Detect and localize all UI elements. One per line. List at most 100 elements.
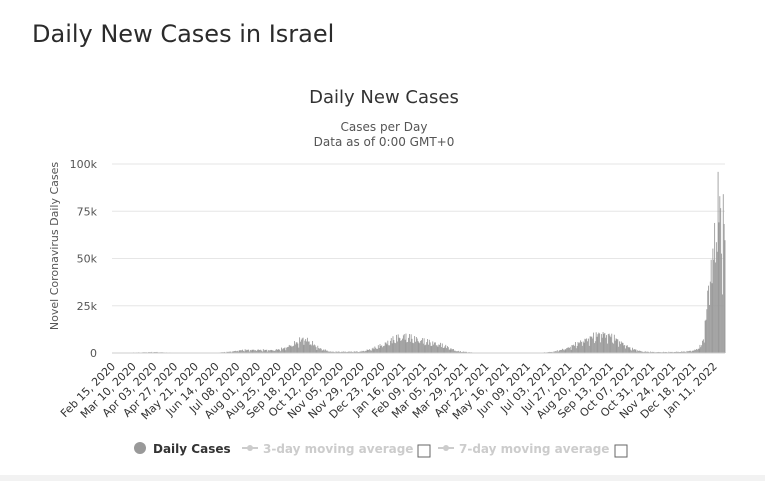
- daily-case-bar[interactable]: [368, 349, 370, 353]
- daily-case-bar[interactable]: [396, 334, 397, 353]
- daily-case-bar[interactable]: [242, 349, 243, 353]
- daily-case-bar[interactable]: [619, 344, 621, 353]
- daily-case-bar[interactable]: [254, 350, 256, 353]
- daily-case-bar[interactable]: [562, 348, 563, 353]
- daily-case-bar[interactable]: [691, 350, 693, 353]
- daily-case-bar[interactable]: [676, 351, 678, 353]
- daily-case-bar[interactable]: [417, 341, 419, 353]
- daily-case-bar[interactable]: [415, 336, 417, 353]
- daily-case-bar[interactable]: [719, 196, 721, 353]
- daily-case-bar[interactable]: [584, 338, 586, 353]
- daily-case-bar[interactable]: [312, 340, 314, 353]
- daily-case-bar[interactable]: [638, 350, 639, 353]
- daily-case-bar[interactable]: [260, 349, 262, 353]
- daily-case-bar[interactable]: [631, 350, 633, 353]
- daily-case-bar[interactable]: [325, 349, 326, 353]
- daily-case-bar[interactable]: [277, 349, 279, 353]
- daily-case-bar[interactable]: [381, 345, 383, 353]
- daily-case-bar[interactable]: [657, 351, 659, 353]
- daily-case-bar[interactable]: [653, 351, 655, 353]
- daily-case-bar[interactable]: [704, 320, 706, 353]
- daily-case-bar[interactable]: [431, 345, 433, 353]
- daily-case-bar[interactable]: [428, 339, 430, 353]
- daily-case-bar[interactable]: [422, 343, 424, 353]
- daily-case-bar[interactable]: [447, 347, 449, 353]
- daily-case-bar[interactable]: [574, 345, 575, 353]
- daily-case-bar[interactable]: [243, 351, 245, 353]
- daily-case-bar[interactable]: [696, 349, 697, 353]
- daily-case-bar[interactable]: [626, 345, 627, 353]
- daily-case-bar[interactable]: [665, 351, 667, 353]
- daily-case-bar[interactable]: [232, 351, 234, 353]
- daily-case-bar[interactable]: [592, 338, 594, 353]
- daily-case-bar[interactable]: [614, 340, 616, 353]
- daily-case-bar[interactable]: [595, 332, 597, 353]
- daily-case-bar[interactable]: [589, 336, 591, 353]
- daily-case-bar[interactable]: [555, 351, 557, 353]
- daily-case-bar[interactable]: [441, 343, 443, 353]
- daily-case-bar[interactable]: [620, 341, 622, 353]
- daily-case-bar[interactable]: [453, 350, 455, 353]
- daily-case-bar[interactable]: [332, 351, 334, 353]
- daily-case-bar[interactable]: [549, 351, 551, 353]
- daily-case-bar[interactable]: [633, 349, 635, 353]
- daily-case-bar[interactable]: [321, 350, 323, 353]
- daily-case-bar[interactable]: [618, 346, 620, 353]
- daily-case-bar[interactable]: [619, 341, 620, 353]
- daily-case-bar[interactable]: [450, 348, 452, 353]
- daily-case-bar[interactable]: [226, 351, 228, 353]
- daily-case-bar[interactable]: [682, 351, 684, 353]
- daily-case-bar[interactable]: [275, 348, 277, 353]
- daily-case-bar[interactable]: [419, 343, 421, 353]
- daily-case-bar[interactable]: [409, 341, 411, 353]
- daily-case-bar[interactable]: [407, 341, 409, 353]
- daily-case-bar[interactable]: [712, 248, 714, 353]
- daily-case-bar[interactable]: [680, 351, 682, 353]
- daily-case-bar[interactable]: [335, 351, 337, 353]
- daily-case-bar[interactable]: [300, 339, 302, 353]
- daily-case-bar[interactable]: [587, 341, 588, 353]
- daily-case-bar[interactable]: [434, 342, 435, 353]
- daily-case-bar[interactable]: [293, 341, 295, 353]
- daily-case-bar[interactable]: [156, 351, 158, 353]
- daily-case-bar[interactable]: [594, 341, 596, 353]
- daily-case-bar[interactable]: [281, 349, 283, 353]
- daily-case-bar[interactable]: [448, 349, 450, 353]
- daily-case-bar[interactable]: [443, 347, 445, 353]
- daily-case-bar[interactable]: [292, 346, 294, 353]
- daily-case-bar[interactable]: [229, 351, 231, 353]
- legend-item-7-day-average[interactable]: 7-day moving average: [438, 442, 609, 456]
- daily-case-bar[interactable]: [271, 350, 273, 353]
- daily-case-bar[interactable]: [327, 351, 329, 353]
- daily-case-bar[interactable]: [686, 350, 688, 353]
- daily-case-bar[interactable]: [286, 347, 288, 353]
- daily-case-bar[interactable]: [291, 346, 293, 353]
- daily-case-bar[interactable]: [651, 351, 653, 353]
- daily-case-bar[interactable]: [574, 342, 576, 353]
- daily-case-bar[interactable]: [594, 343, 595, 353]
- daily-case-bar[interactable]: [236, 351, 237, 353]
- daily-case-bar[interactable]: [606, 335, 607, 353]
- daily-case-bar[interactable]: [307, 341, 309, 353]
- daily-case-bar[interactable]: [722, 194, 724, 353]
- daily-case-bar[interactable]: [290, 345, 292, 353]
- daily-case-bar[interactable]: [320, 348, 322, 353]
- daily-case-bar[interactable]: [270, 349, 272, 353]
- daily-case-bar[interactable]: [430, 346, 432, 353]
- daily-case-bar[interactable]: [267, 351, 269, 353]
- daily-case-bar[interactable]: [387, 340, 389, 353]
- daily-case-bar[interactable]: [634, 349, 636, 353]
- daily-case-bar[interactable]: [256, 350, 258, 353]
- daily-case-bar[interactable]: [378, 347, 380, 353]
- daily-case-bar[interactable]: [706, 309, 708, 353]
- daily-case-bar[interactable]: [453, 349, 454, 353]
- daily-case-bar[interactable]: [601, 337, 603, 353]
- daily-case-bar[interactable]: [415, 341, 416, 353]
- legend-item-daily-cases[interactable]: Daily Cases: [134, 442, 231, 456]
- daily-case-bar[interactable]: [571, 345, 573, 353]
- daily-case-bar[interactable]: [624, 345, 626, 353]
- daily-case-bar[interactable]: [304, 340, 306, 353]
- daily-case-bar[interactable]: [598, 332, 600, 353]
- daily-case-bar[interactable]: [610, 337, 612, 353]
- daily-case-bar[interactable]: [627, 347, 629, 353]
